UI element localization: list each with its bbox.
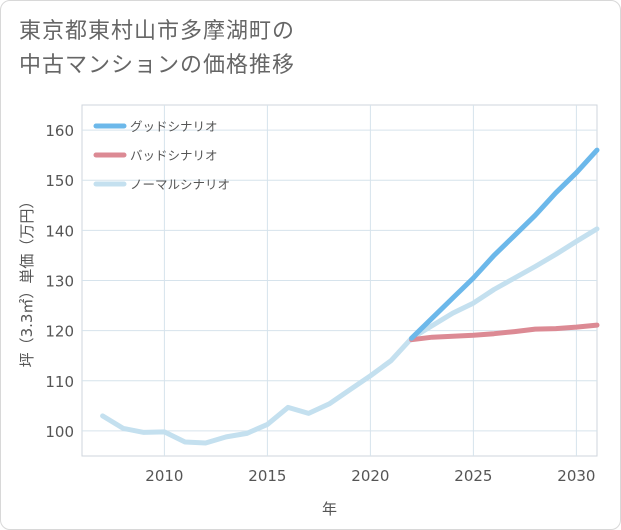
x-tick-label: 2025	[454, 467, 492, 485]
y-axis-label: 坪（3.3㎡）単価（万円）	[18, 194, 36, 368]
y-tick-label: 100	[45, 423, 74, 441]
grid	[81, 104, 598, 457]
x-tick-label: 2015	[248, 467, 286, 485]
series-line-0	[409, 147, 600, 341]
legend-label-1: バッドシナリオ	[130, 148, 218, 163]
series-line-2	[100, 226, 600, 446]
legend-label-0: グッドシナリオ	[130, 119, 218, 134]
axes: 100 110 120 130 140 150 160 2010 2015 2020 2025 203…	[45, 122, 595, 485]
x-tick-label: 2020	[351, 467, 389, 485]
y-tick-label: 110	[45, 373, 74, 391]
x-axis-label: 年	[322, 500, 337, 518]
chart-title: 東京都東村山市多摩湖町の 中古マンションの価格推移	[19, 15, 579, 83]
legend-label-2: ノーマルシナリオ	[130, 177, 230, 192]
x-tick-label: 2030	[557, 467, 595, 485]
series-line-1	[409, 322, 600, 343]
series-lines	[100, 147, 600, 446]
y-tick-label: 160	[45, 122, 74, 140]
y-tick-label: 120	[45, 323, 74, 341]
y-tick-label: 140	[45, 222, 74, 240]
y-tick-label: 150	[45, 172, 74, 190]
x-tick-label: 2010	[145, 467, 183, 485]
chart-title-line2: 中古マンションの価格推移	[19, 53, 296, 78]
chart-title-line1: 東京都東村山市多摩湖町の	[19, 19, 296, 44]
y-tick-label: 130	[45, 273, 74, 291]
